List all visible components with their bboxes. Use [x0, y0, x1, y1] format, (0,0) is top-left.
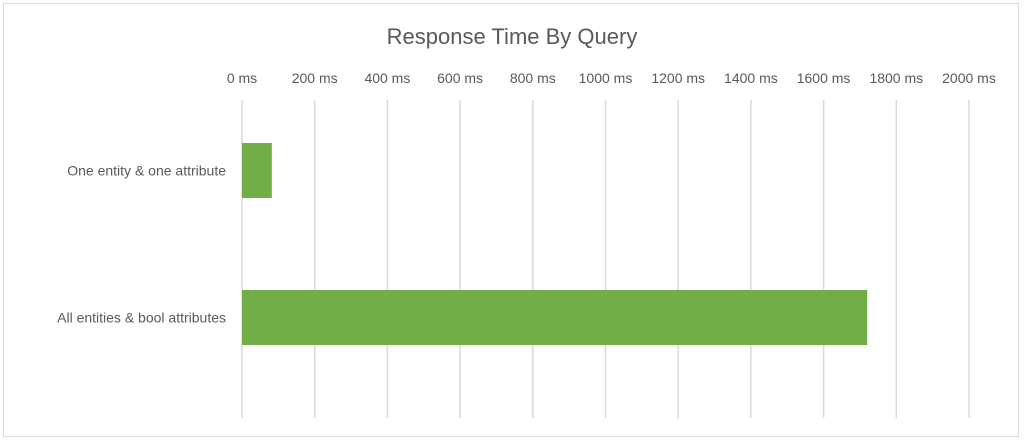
bar — [242, 143, 272, 198]
bar — [242, 290, 868, 345]
chart-area — [3, 3, 1019, 437]
x-tick-label: 2000 ms — [942, 70, 996, 86]
x-tick-label: 1000 ms — [579, 70, 633, 86]
chart-title: Response Time By Query — [387, 24, 638, 49]
x-tick-label: 200 ms — [292, 70, 338, 86]
x-tick-label: 0 ms — [227, 70, 257, 86]
x-tick-label: 400 ms — [364, 70, 410, 86]
x-tick-label: 1400 ms — [724, 70, 778, 86]
category-label: One entity & one attribute — [67, 163, 226, 179]
x-tick-label: 1600 ms — [797, 70, 851, 86]
x-tick-label: 600 ms — [437, 70, 483, 86]
category-label: All entities & bool attributes — [57, 310, 226, 326]
x-tick-label: 1200 ms — [651, 70, 705, 86]
x-tick-label: 1800 ms — [869, 70, 923, 86]
x-tick-label: 800 ms — [510, 70, 556, 86]
